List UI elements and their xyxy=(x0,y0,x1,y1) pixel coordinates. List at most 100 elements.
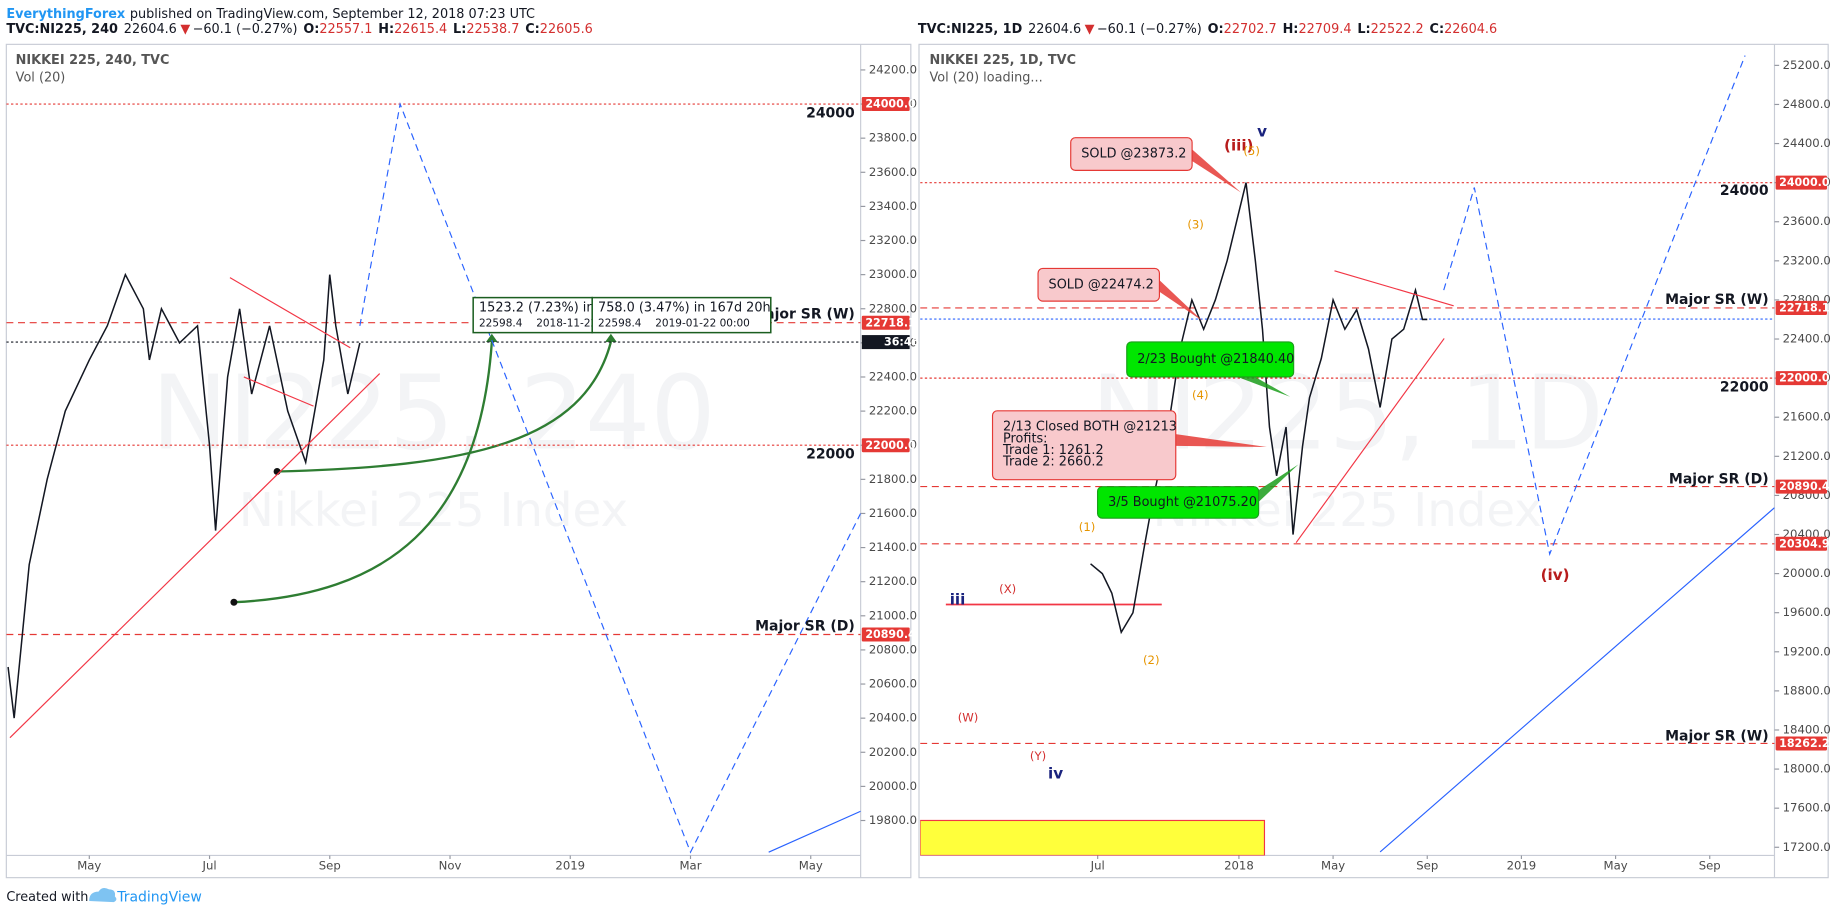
callout-pointer xyxy=(1237,376,1291,397)
x-tick-label: Sep xyxy=(1699,858,1721,872)
curve-arrow xyxy=(233,341,494,604)
x-tick-label: Sep xyxy=(1416,858,1438,872)
y-tick-label: 23600.0 xyxy=(869,165,917,179)
level-text: Major SR (W) xyxy=(1665,292,1769,308)
wave-label: v xyxy=(1257,122,1267,140)
price-tag xyxy=(861,438,910,453)
x-tick-label: 2019 xyxy=(555,858,585,872)
wave-label: (1) xyxy=(1079,520,1096,534)
price-line xyxy=(1379,507,1775,853)
wave-label: iii xyxy=(950,590,966,608)
field-label: H: xyxy=(1283,22,1299,37)
x-tick-label: 2019 xyxy=(1507,858,1537,872)
wave-label: (iii) xyxy=(1224,136,1253,154)
author[interactable]: EverythingForex xyxy=(6,7,126,22)
field-value: 22538.7 xyxy=(466,22,519,37)
y-tick-label: 22400.0 xyxy=(869,369,917,383)
y-tick-label: 23400.0 xyxy=(869,199,917,213)
price-line xyxy=(229,277,351,349)
price-tag-label: 18262.2 xyxy=(1779,737,1829,750)
countdown-tag xyxy=(861,335,910,350)
wave-label: (Y) xyxy=(1030,749,1046,763)
chart-title: NIKKEI 225, 240, TVC xyxy=(16,53,170,68)
price-line xyxy=(1295,338,1445,544)
field-label: O: xyxy=(303,22,319,37)
y-tick-label: 24400.0 xyxy=(1783,136,1831,150)
field-value: 22522.2 xyxy=(1371,22,1424,37)
callout-pointer xyxy=(1258,464,1299,502)
symbol: TVC:NI225, 240 xyxy=(6,22,118,37)
wave-label: (5) xyxy=(1243,144,1260,158)
level-text: Major SR (D) xyxy=(1669,472,1769,488)
price-line xyxy=(1090,182,1428,635)
y-tick-label: 22400.0 xyxy=(1783,332,1831,346)
callout-text: 2/23 Bought @21840.40 xyxy=(1137,352,1294,367)
y-tick-label: 20600.0 xyxy=(869,677,917,691)
y-tick-label: 19600.0 xyxy=(1783,605,1831,619)
callout-text: 3/5 Bought @21075.20 xyxy=(1108,495,1257,510)
level-text: 24000 xyxy=(1720,183,1769,199)
field-label: C: xyxy=(1430,22,1445,37)
callout-text: SOLD @22474.2 xyxy=(1049,277,1154,292)
price-tag-label: 22000.0 xyxy=(1779,372,1830,385)
callout-text: SOLD @23873.2 xyxy=(1081,147,1186,162)
y-tick-label: 21000.0 xyxy=(869,608,917,622)
change: −60.1 (−0.27%) xyxy=(1097,22,1202,37)
y-tick-label: 20400.0 xyxy=(869,711,917,725)
y-tick-label: 19200.0 xyxy=(1783,644,1831,658)
last-price: 22604.6 xyxy=(1028,22,1081,37)
field-value: 22709.4 xyxy=(1298,22,1351,37)
panel-frame xyxy=(5,43,912,879)
plot-right xyxy=(920,55,1775,856)
publish-info: published on TradingView.com, September … xyxy=(130,7,535,22)
field-value: 22604.6 xyxy=(1444,22,1497,37)
x-tick-label: Sep xyxy=(319,858,341,872)
measure-change: 1523.2 (7.23%) in xyxy=(479,301,595,316)
footer-text: Created with xyxy=(6,890,88,905)
down-arrow: ▼ xyxy=(1085,22,1095,37)
measure-box xyxy=(591,296,772,334)
field-label: H: xyxy=(378,22,394,37)
y-tick-label: 21400.0 xyxy=(869,540,917,554)
down-arrow: ▼ xyxy=(180,22,190,37)
level-text: Major SR (W) xyxy=(751,307,855,323)
price-line xyxy=(1443,55,1746,557)
y-tick-label: 21800.0 xyxy=(869,472,917,486)
price-tag xyxy=(1775,300,1827,315)
y-tick-label: 20000.0 xyxy=(869,779,917,793)
callout-text: Profits: xyxy=(1003,431,1047,446)
wave-label: (2) xyxy=(1143,653,1160,667)
countdown: 36:46 xyxy=(884,336,920,349)
callout-text: Trade 1: 1261.2 xyxy=(1002,443,1104,458)
price-tag-label: 20304.9 xyxy=(1779,537,1829,550)
level-text: 24000 xyxy=(806,105,855,121)
price-tag xyxy=(1775,371,1827,386)
price-tag xyxy=(1775,175,1827,190)
overlay: NIKKEI 225, 240, TVC Vol (20) TVC:NI225, 2… xyxy=(6,22,1831,873)
y-tick-label: 21200.0 xyxy=(1783,449,1831,463)
quote-line: TVC:NI225, 240 22604.6 ▼ −60.1 (−0.27%) O:22… xyxy=(6,22,593,37)
y-tick-label: 21200.0 xyxy=(869,574,917,588)
price-line xyxy=(1334,270,1454,307)
x-tick-label: Mar xyxy=(680,858,702,872)
price-line xyxy=(359,101,861,854)
wave-label: (4) xyxy=(1192,388,1209,402)
footer-brand[interactable]: TradingView xyxy=(116,889,202,905)
y-tick-label: 23600.0 xyxy=(1783,214,1831,228)
callout-box xyxy=(1096,486,1260,519)
field-value: 22605.6 xyxy=(540,22,593,37)
price-tag xyxy=(861,97,910,112)
price-tag-label: 22000.0 xyxy=(865,439,916,452)
y-tick-label: 23200.0 xyxy=(869,233,917,247)
x-tick-label: May xyxy=(1604,858,1628,872)
price-tag-label: 20890.4 xyxy=(1779,480,1830,493)
callout-text: Trade 2: 2660.2 xyxy=(1002,455,1104,470)
anchor-dot xyxy=(230,598,238,606)
change: −60.1 (−0.27%) xyxy=(193,22,298,37)
price-tag xyxy=(861,315,910,330)
y-tick-label: 23800.0 xyxy=(869,131,917,145)
x-tick-label: 2018 xyxy=(1224,858,1254,872)
